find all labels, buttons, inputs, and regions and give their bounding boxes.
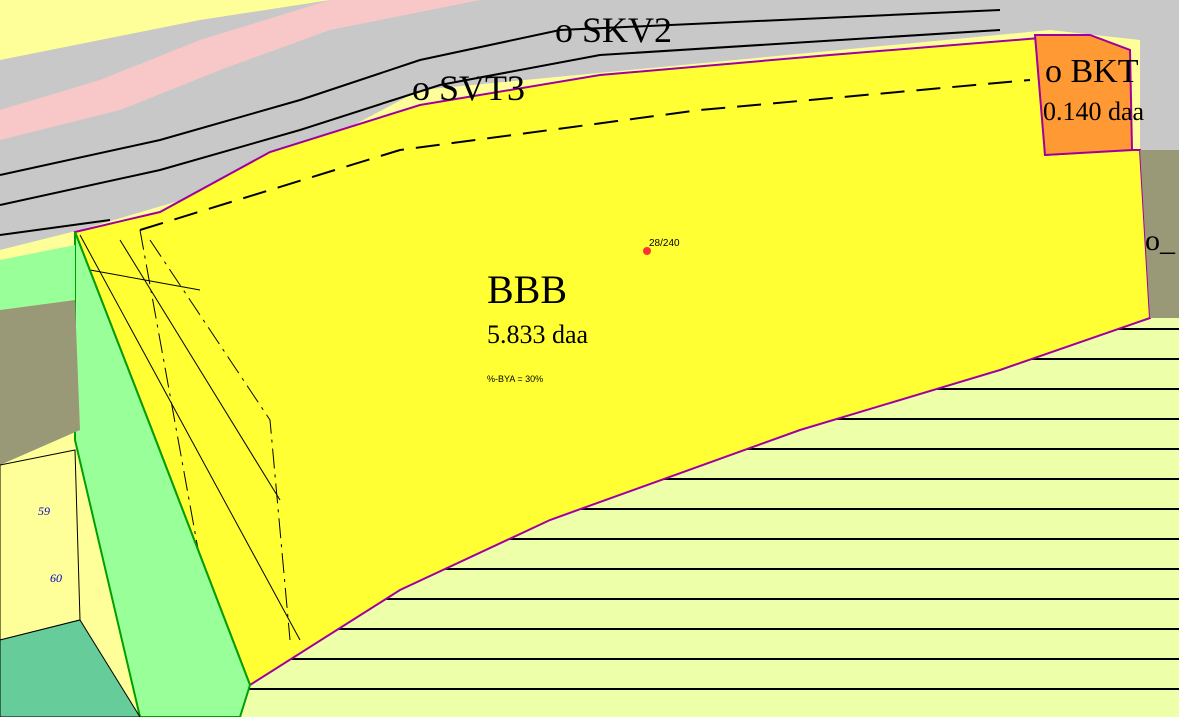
road-label: o SVT3 <box>412 68 525 108</box>
parcel-label: 28/240 <box>649 238 680 249</box>
zone-label: o_ <box>1145 224 1176 257</box>
zone-label: o BKT <box>1045 53 1139 90</box>
lot-label: 59 <box>38 504 50 518</box>
area-label: 5.833 daa <box>487 320 589 349</box>
rule-label: %-BYA = 30% <box>487 374 543 384</box>
zoning-map: o SKV2 o SVT3 o BKT 0.140 daa BBB 5.833 … <box>0 0 1179 717</box>
area-label: 0.140 daa <box>1043 97 1145 126</box>
zone-label: BBB <box>487 267 567 312</box>
lot <box>0 450 80 640</box>
lot-label: 60 <box>50 571 62 585</box>
road-label: o SKV2 <box>555 10 672 50</box>
